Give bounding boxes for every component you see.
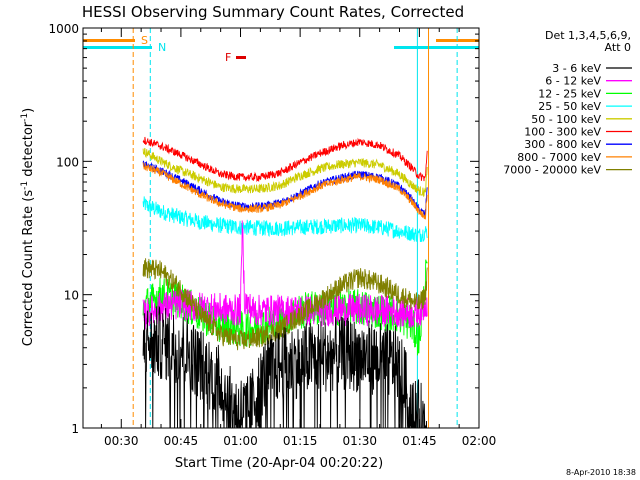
flag-s-label: S — [141, 34, 148, 47]
legend-label-5: 100 - 300 keV — [524, 126, 601, 139]
y-axis-label: Corrected Count Rate (s-1 detector-1) — [20, 108, 36, 346]
series-line-800-7000-kev — [142, 162, 428, 220]
legend-label-1: 6 - 12 keV — [545, 75, 601, 88]
legend-label-7: 800 - 7000 keV — [517, 151, 601, 164]
flag-f-label: F — [225, 51, 231, 64]
y-tick-label: 10 — [64, 289, 79, 303]
legend-label-6: 300 - 800 keV — [524, 138, 601, 151]
series-line-300-800-kev — [142, 160, 428, 216]
flag-n-bar-right — [394, 46, 479, 49]
flag-f-bar — [236, 56, 246, 59]
y-axis: 1 10 100 1000 — [48, 22, 479, 436]
series-line-6-12-kev — [142, 220, 428, 330]
x-tick-label: 01:00 — [223, 434, 258, 448]
attenuator-lines — [132, 28, 458, 428]
y-tick-label: 100 — [56, 155, 79, 169]
plot-frame — [82, 27, 480, 429]
legend-label-0: 3 - 6 keV — [552, 62, 601, 75]
legend-label-2: 12 - 25 keV — [538, 87, 601, 100]
legend-label-3: 25 - 50 keV — [538, 100, 601, 113]
legend-label-8: 7000 - 20000 keV — [503, 164, 601, 177]
flag-bars: S N F — [83, 34, 479, 64]
flag-n-label: N — [158, 41, 166, 54]
chart-title: HESSI Observing Summary Count Rates, Cor… — [82, 3, 464, 21]
flag-n-bar-left — [83, 46, 152, 49]
flag-s-bar-left — [83, 39, 135, 42]
series-line-25-50-kev — [142, 196, 428, 243]
x-tick-label: 01:15 — [283, 434, 318, 448]
x-tick-label: 01:45 — [402, 434, 437, 448]
timestamp: 8-Apr-2010 18:38 — [566, 468, 636, 477]
x-tick-label: 00:45 — [164, 434, 199, 448]
x-tick-label: 00:30 — [104, 434, 139, 448]
x-tick-label: 01:30 — [342, 434, 377, 448]
y-tick-label: 1 — [71, 422, 79, 436]
x-axis: 00:30 00:45 01:00 01:15 01:30 01:45 02:00 — [100, 28, 497, 448]
y-tick-label: 1000 — [48, 22, 79, 36]
x-tick-label: 02:00 — [462, 434, 497, 448]
legend-subtitle: Att 0 — [605, 41, 631, 54]
series-group — [142, 136, 428, 428]
series-line-3-6-kev — [142, 305, 428, 428]
series-line-100-300-kev — [142, 136, 428, 183]
legend-label-4: 50 - 100 keV — [531, 113, 601, 126]
legend-title: Det 1,3,4,5,6,9, — [545, 29, 631, 42]
series-line-50-100-kev — [142, 147, 428, 197]
x-axis-label: Start Time (20-Apr-04 00:20:22) — [175, 456, 383, 471]
